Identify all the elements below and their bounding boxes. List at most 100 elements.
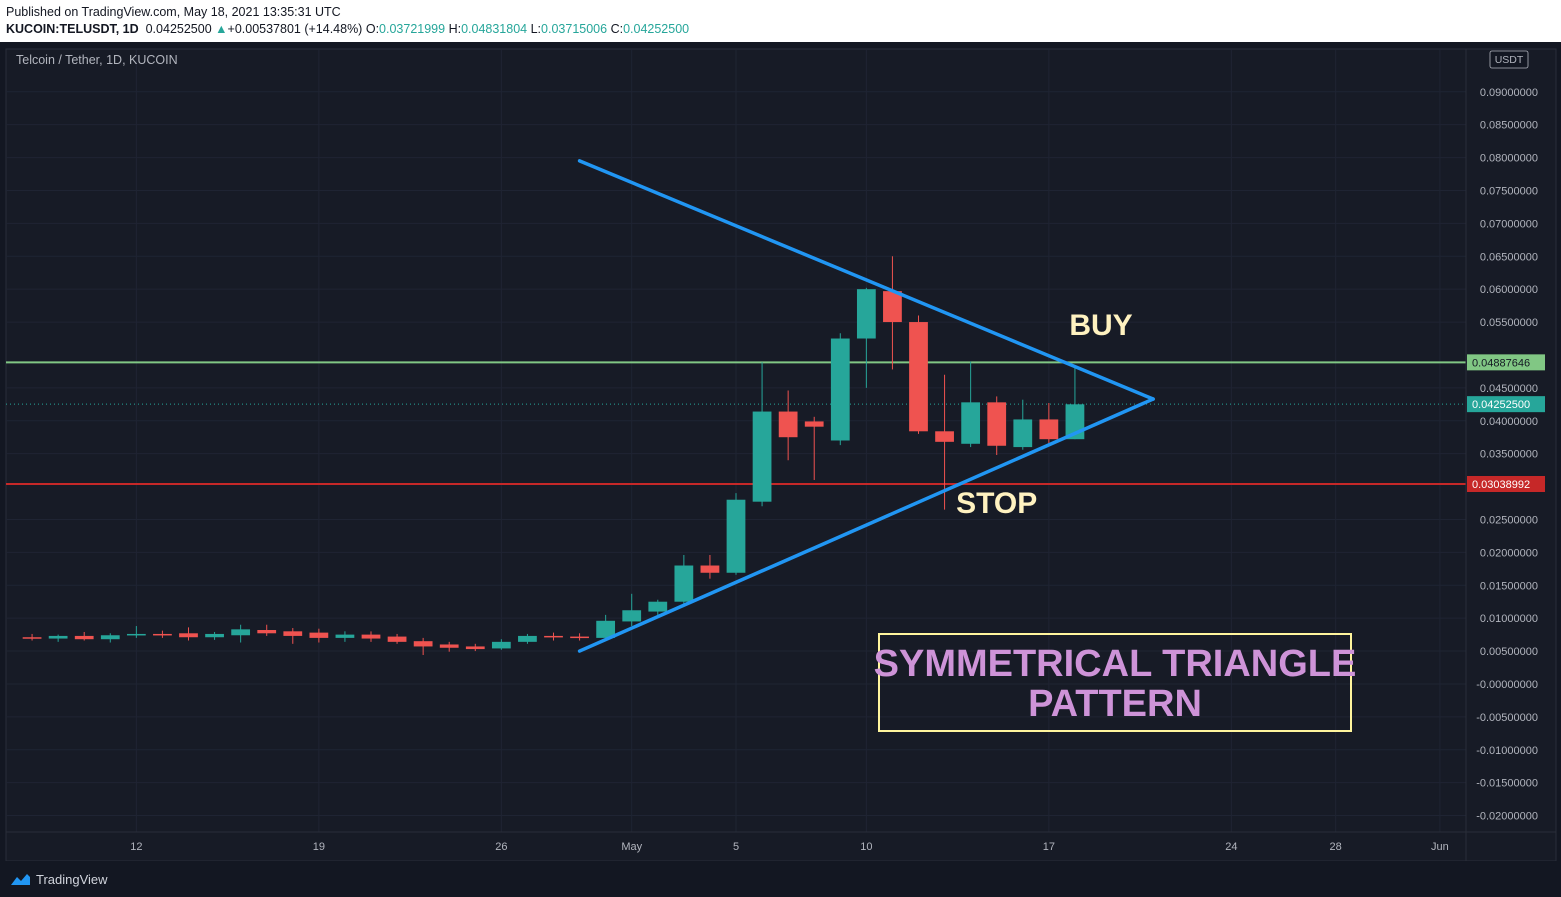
candle-down <box>987 402 1007 446</box>
candle-down <box>909 322 928 432</box>
candle-up <box>596 620 616 638</box>
y-tick-label: 0.04000000 <box>1480 416 1538 428</box>
candle-down <box>465 646 485 650</box>
currency-label: USDT <box>1495 54 1524 66</box>
y-tick-label: 0.07500000 <box>1480 185 1538 197</box>
current-price-tag: 0.04252500 <box>1472 399 1530 411</box>
candle-down <box>778 411 798 438</box>
close-value: 0.04252500 <box>623 22 690 36</box>
y-tick-label: -0.01000000 <box>1476 745 1538 757</box>
ohlc-legend: KUCOIN:TELUSDT, 1D 0.04252500 ▲+0.005378… <box>6 22 689 36</box>
brand-name: TradingView <box>36 871 108 887</box>
x-tick-label: 26 <box>495 841 507 853</box>
candle-up <box>830 338 850 441</box>
candle-up <box>491 641 511 649</box>
pattern-title-line1: SYMMETRICAL TRIANGLE <box>874 643 1357 685</box>
candle-up <box>126 633 146 636</box>
published-info: Published on TradingView.com, May 18, 20… <box>6 5 341 19</box>
candle-up <box>674 565 694 602</box>
candle-up <box>518 635 537 642</box>
y-tick-label: 0.06000000 <box>1480 284 1538 296</box>
lower-trendline <box>577 397 1155 653</box>
buy-annotation: BUY <box>1069 309 1132 342</box>
candle-down <box>883 291 902 323</box>
tradingview-cloud-icon <box>11 874 30 885</box>
candle-down <box>544 635 563 638</box>
candle-down <box>439 644 459 648</box>
y-tick-label: 0.08500000 <box>1480 120 1538 132</box>
candle-down <box>22 637 42 639</box>
y-tick-label: 0.08000000 <box>1480 153 1538 165</box>
candle-down <box>361 634 381 639</box>
stop-price-tag: 0.03038992 <box>1472 479 1530 491</box>
y-tick-label: 0.02000000 <box>1480 547 1538 559</box>
pattern-box <box>878 633 1352 732</box>
y-tick-label: -0.01500000 <box>1476 778 1538 790</box>
y-tick-label: 0.00500000 <box>1480 646 1538 658</box>
buy-price-tag: 0.04887646 <box>1472 357 1530 369</box>
high-value: 0.04831804 <box>461 22 528 36</box>
chart-frame <box>5 48 1557 861</box>
x-tick-label: 24 <box>1225 841 1237 853</box>
price-chart[interactable]: 0.09000000 0.08500000 0.08000000 0.07500000… <box>0 42 1561 861</box>
x-tick-label: 5 <box>733 841 739 853</box>
candle-down <box>153 633 172 636</box>
candle-up <box>648 601 668 612</box>
currency-badge <box>1489 50 1529 69</box>
candle-up <box>48 635 68 639</box>
y-tick-label: -0.00500000 <box>1476 712 1538 724</box>
y-tick-label: 0.03500000 <box>1480 449 1538 461</box>
y-tick-label: 0.01500000 <box>1480 580 1538 592</box>
candle-up <box>856 289 876 339</box>
y-tick-label: -0.02000000 <box>1476 811 1538 823</box>
change-arrow: ▲ <box>215 22 228 36</box>
candle-down <box>74 635 94 640</box>
candle-down <box>804 421 824 427</box>
buy-price-tag-bg <box>1467 354 1545 371</box>
candle-up <box>100 635 120 640</box>
y-tick-label: -0.00000000 <box>1476 679 1538 691</box>
low-value: 0.03715006 <box>541 22 608 36</box>
candle-down <box>309 632 329 638</box>
x-tick-label: 10 <box>860 841 872 853</box>
candle-up <box>961 402 981 444</box>
current-price-tag-bg <box>1467 396 1545 413</box>
last-price: 0.04252500 <box>145 22 212 36</box>
close-label: C: <box>610 22 624 36</box>
candle-up <box>231 629 251 636</box>
candle-down <box>179 633 198 638</box>
stop-annotation: STOP <box>956 487 1037 520</box>
upper-trendline <box>577 159 1155 401</box>
candle-down <box>570 636 589 639</box>
stop-price-tag-bg <box>1467 475 1545 492</box>
publish-header: Published on TradingView.com, May 18, 20… <box>0 0 1561 42</box>
x-tick-label: Jun <box>1431 841 1449 853</box>
candle-up <box>752 411 772 502</box>
candle-down <box>1039 419 1059 440</box>
candle-down <box>413 641 433 647</box>
candle-down <box>257 629 277 634</box>
pattern-title-line2: PATTERN <box>1028 683 1202 725</box>
axes: 0.09000000 0.08500000 0.08000000 0.07500000… <box>6 49 1556 861</box>
tradingview-logo[interactable]: TradingView <box>8 871 108 887</box>
footer: TradingView <box>0 861 1561 897</box>
y-tick-label: 0.06500000 <box>1480 251 1538 263</box>
low-label: L: <box>530 22 542 36</box>
chart-title: Telcoin / Tether, 1D, KUCOIN <box>16 53 178 67</box>
y-tick-label: 0.01000000 <box>1480 613 1538 625</box>
y-tick-label: 0.04500000 <box>1480 383 1538 395</box>
x-tick-label: May <box>621 841 642 853</box>
candle-up <box>205 633 224 638</box>
candle-up <box>622 610 642 622</box>
candle-up <box>726 499 746 573</box>
y-tick-label: 0.07000000 <box>1480 218 1538 230</box>
candle-down <box>935 431 954 442</box>
trendlines[interactable] <box>577 159 1155 653</box>
change-value: +0.00537801 (+14.48%) <box>227 22 363 36</box>
y-tick-label: 0.05500000 <box>1480 317 1538 329</box>
candle-down <box>283 631 303 636</box>
high-label: H: <box>448 22 462 36</box>
candle-up <box>1013 419 1033 448</box>
x-tick-label: 12 <box>130 841 142 853</box>
